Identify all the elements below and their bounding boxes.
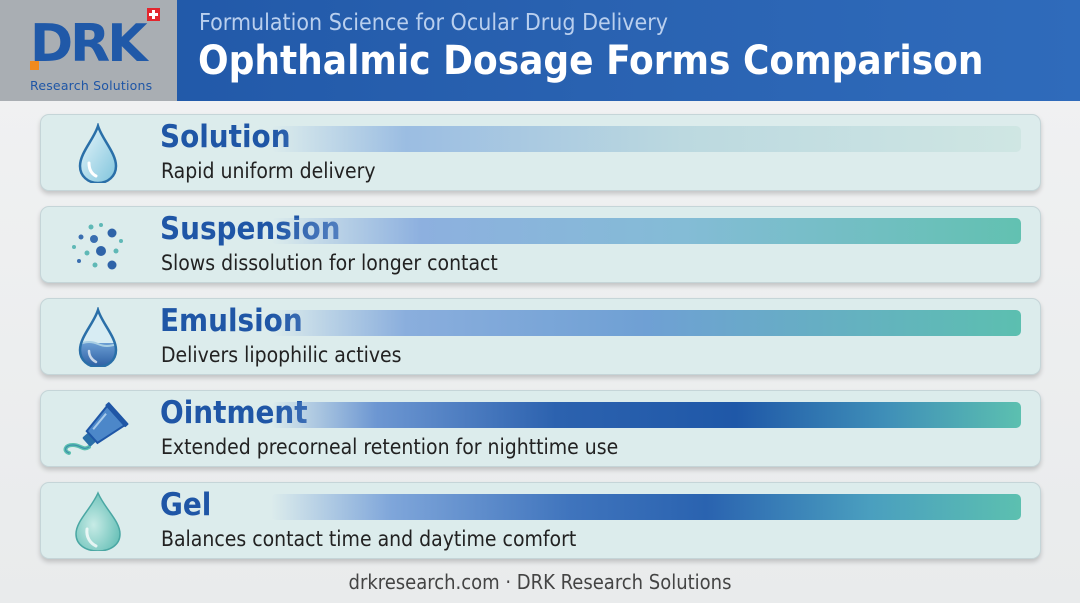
dosage-form-description: Rapid uniform delivery (161, 159, 376, 183)
dosage-form-description: Balances contact time and daytime comfor… (161, 527, 577, 551)
dosage-form-description: Extended precorneal retention for nightt… (161, 435, 619, 459)
dosage-card-emulsion: Emulsion Delivers lipophilic actives (40, 298, 1041, 375)
dosage-card-suspension: Suspension Slows dissolution for longer … (40, 206, 1041, 283)
dosage-card-gel: Gel Balances contact time and daytime co… (40, 482, 1041, 559)
dosage-form-name: Solution (160, 119, 291, 155)
gel-drop-icon (75, 491, 121, 551)
water-drop-icon (78, 123, 118, 183)
dosage-form-name: Gel (160, 487, 212, 523)
page-title: Ophthalmic Dosage Forms Comparison (198, 38, 984, 84)
dosage-bar-gel (271, 494, 1021, 520)
dosage-bar-solution (271, 126, 1021, 152)
dosage-bar-emulsion (271, 310, 1021, 336)
dosage-form-description: Delivers lipophilic actives (161, 343, 402, 367)
emulsion-drop-icon (78, 307, 118, 367)
dosage-bar-ointment (271, 402, 1021, 428)
page-subtitle: Formulation Science for Ocular Drug Deli… (199, 10, 668, 36)
particles-icon (72, 223, 123, 270)
dosage-bar-suspension (271, 218, 1021, 244)
logo-subtext: Research Solutions (30, 78, 153, 93)
swiss-flag-icon (147, 8, 160, 21)
ointment-tube-icon (63, 402, 129, 455)
dosage-form-description: Slows dissolution for longer contact (161, 251, 498, 275)
logo-wordmark: DRK (30, 14, 147, 74)
dosage-card-ointment: Ointment Extended precorneal retention f… (40, 390, 1041, 467)
header-banner: DRK Research Solutions Formulation Scien… (0, 0, 1080, 101)
footer-credit: drkresearch.com · DRK Research Solutions (348, 570, 732, 594)
logo-accent-dot (30, 61, 39, 70)
logo: DRK Research Solutions (0, 0, 177, 101)
dosage-card-solution: Solution Rapid uniform delivery (40, 114, 1041, 191)
